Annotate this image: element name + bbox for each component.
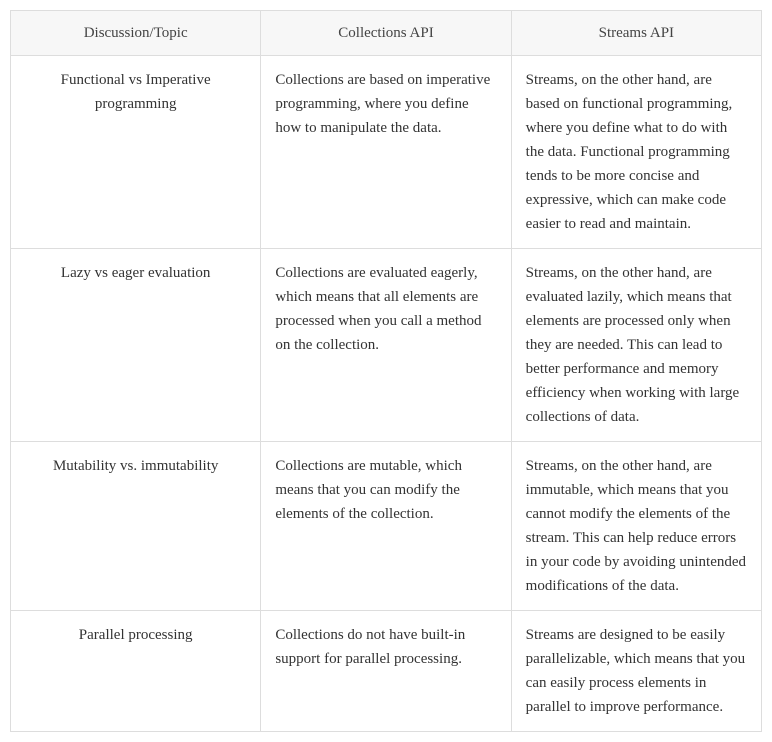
table-row: Functional vs Imperative programming Col… — [11, 56, 762, 249]
comparison-table: Discussion/Topic Collections API Streams… — [10, 10, 762, 732]
table-row: Mutability vs. immutability Collections … — [11, 442, 762, 611]
header-collections: Collections API — [261, 11, 511, 56]
cell-collections: Collections are based on imperative prog… — [261, 56, 511, 249]
cell-streams: Streams, on the other hand, are immutabl… — [511, 442, 761, 611]
table-row: Lazy vs eager evaluation Collections are… — [11, 249, 762, 442]
cell-topic: Mutability vs. immutability — [11, 442, 261, 611]
table-header-row: Discussion/Topic Collections API Streams… — [11, 11, 762, 56]
cell-streams: Streams, on the other hand, are evaluate… — [511, 249, 761, 442]
cell-streams: Streams are designed to be easily parall… — [511, 611, 761, 732]
cell-collections: Collections are mutable, which means tha… — [261, 442, 511, 611]
cell-topic: Lazy vs eager evaluation — [11, 249, 261, 442]
cell-topic: Parallel processing — [11, 611, 261, 732]
cell-topic: Functional vs Imperative programming — [11, 56, 261, 249]
cell-collections: Collections do not have built-in support… — [261, 611, 511, 732]
cell-collections: Collections are evaluated eagerly, which… — [261, 249, 511, 442]
cell-streams: Streams, on the other hand, are based on… — [511, 56, 761, 249]
table-row: Parallel processing Collections do not h… — [11, 611, 762, 732]
header-topic: Discussion/Topic — [11, 11, 261, 56]
header-streams: Streams API — [511, 11, 761, 56]
